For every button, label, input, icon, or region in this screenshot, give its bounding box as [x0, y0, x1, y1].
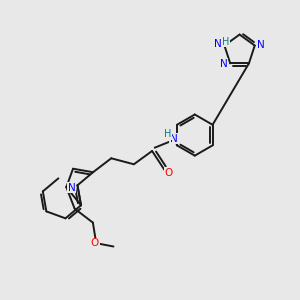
Text: N: N: [214, 39, 222, 49]
Text: O: O: [91, 238, 99, 248]
Text: N: N: [220, 59, 227, 69]
Text: O: O: [165, 168, 173, 178]
Text: N: N: [68, 183, 76, 193]
Text: N: N: [257, 40, 265, 50]
Text: H: H: [222, 37, 229, 46]
Text: N: N: [170, 134, 178, 144]
Text: H: H: [164, 129, 172, 139]
